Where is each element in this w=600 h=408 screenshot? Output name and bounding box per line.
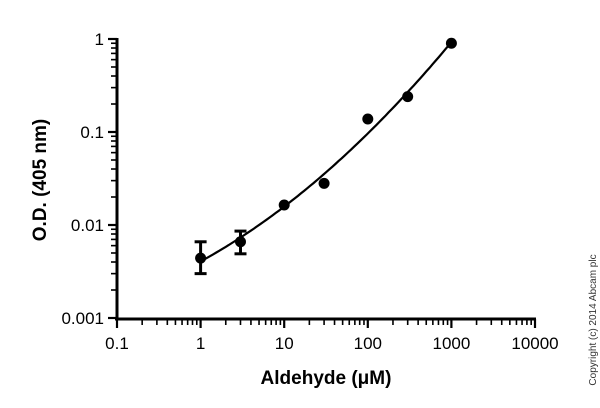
y-tick-label: 0.01 <box>71 216 104 235</box>
data-points <box>195 37 457 264</box>
data-point <box>195 252 207 264</box>
fit-curve <box>200 41 453 263</box>
x-tick-label: 10000 <box>511 334 558 353</box>
x-tick-label: 1000 <box>432 334 470 353</box>
y-tick-labels: 0.001 0.01 0.1 1 <box>61 30 104 328</box>
y-axis-title: O.D. (405 nm) <box>30 119 51 241</box>
x-tick-label: 1 <box>196 334 205 353</box>
data-point <box>278 199 290 211</box>
x-tick-label: 10 <box>275 334 294 353</box>
data-point <box>362 113 374 125</box>
x-tick-labels: 0.1 1 10 100 1000 10000 <box>105 334 558 353</box>
y-tick-label: 0.1 <box>80 123 104 142</box>
data-point <box>445 37 457 49</box>
copyright-text: Copyright (c) 2014 Abcam plc <box>588 254 599 385</box>
major-ticks <box>108 37 537 328</box>
y-tick-label: 1 <box>95 30 104 49</box>
x-tick-label: 100 <box>354 334 382 353</box>
x-axis-title: Aldehyde (μM) <box>261 368 392 389</box>
data-point <box>318 177 330 189</box>
data-point <box>234 236 246 248</box>
x-tick-label: 0.1 <box>105 334 129 353</box>
y-tick-label: 0.001 <box>61 309 104 328</box>
data-point <box>402 91 414 103</box>
